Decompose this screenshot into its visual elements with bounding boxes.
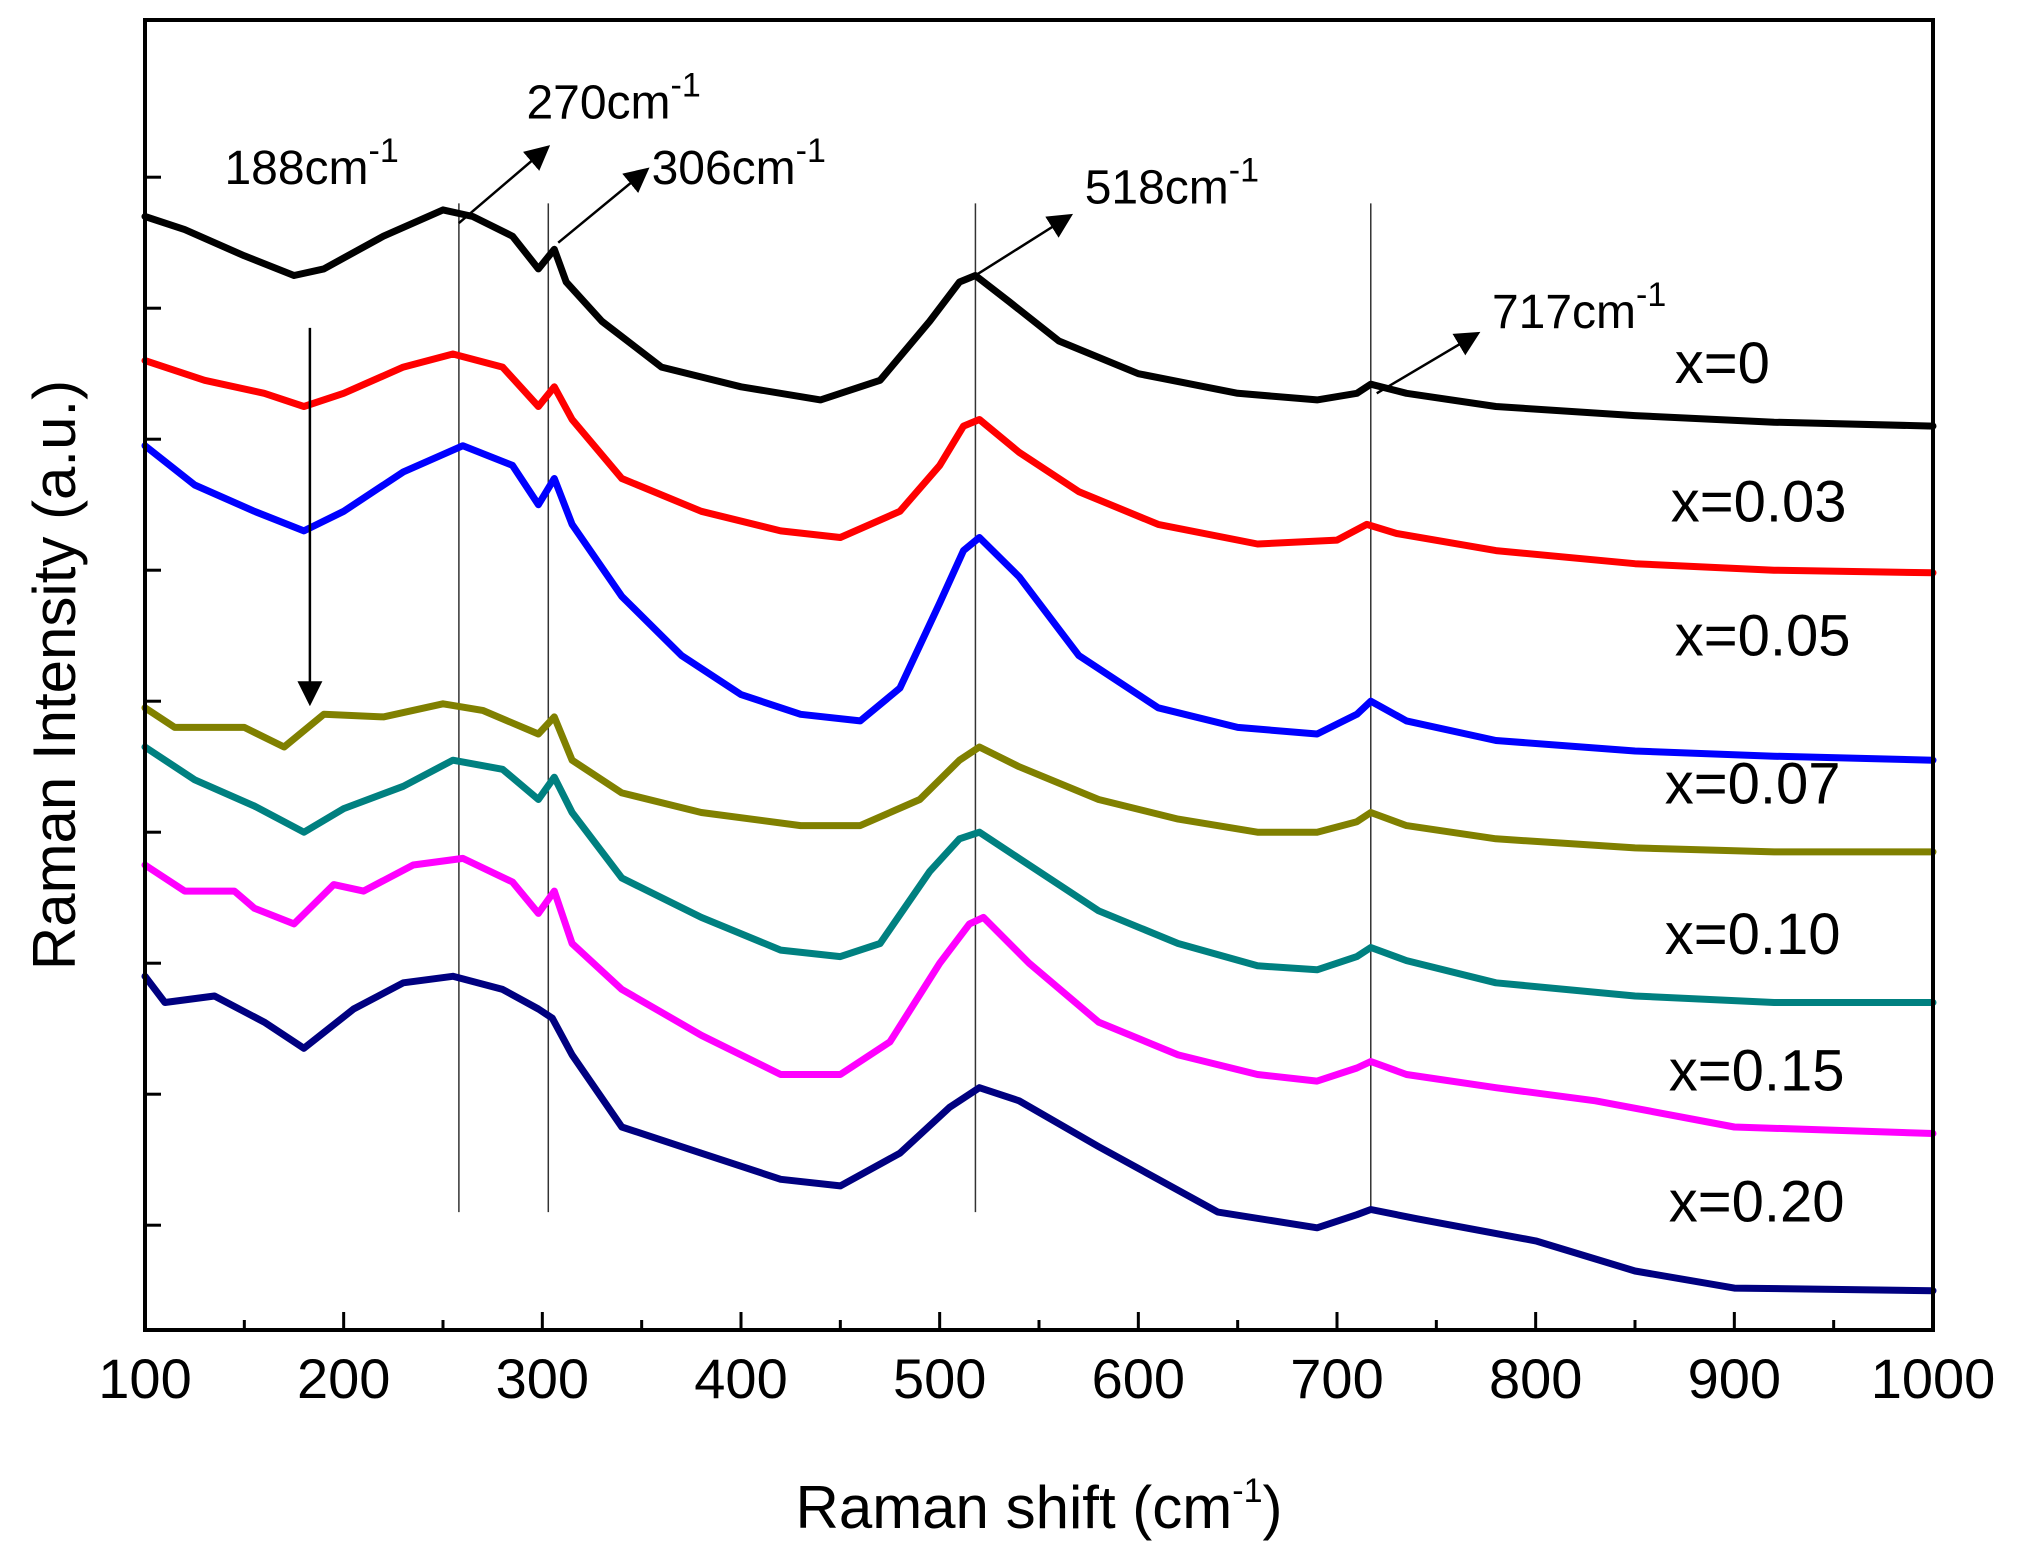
- series-line-x-0-10: [141, 743, 1937, 1006]
- x-axis-ticks: 100 200 300 400 500 600 700 800 900 1000: [98, 1312, 1995, 1410]
- x-tick-label-1000: 1000: [1871, 1347, 1996, 1410]
- x-tick-label-700: 700: [1290, 1347, 1383, 1410]
- peak-arrow-4: [1376, 331, 1481, 395]
- x-tick-label-600: 600: [1092, 1347, 1185, 1410]
- series-line-x-0-07: [141, 700, 1937, 856]
- series-line-x-0-15: [141, 854, 1937, 1137]
- series-line-x-0-05: [141, 442, 1937, 764]
- annotation-arrows: [297, 145, 1481, 707]
- series-line-x-0: [141, 206, 1937, 430]
- peak-arrow-1: [458, 145, 551, 225]
- series-labels: x=0 x=0.03 x=0.05 x=0.07 x=0.10 x=0.15 x=0.20: [1665, 331, 1851, 1234]
- x-tick-label-200: 200: [297, 1347, 390, 1410]
- y-axis-title: Raman Intensity (a.u.): [21, 380, 88, 970]
- annotation-717cm: 717cm-1: [1492, 276, 1666, 339]
- x-tick-label-800: 800: [1489, 1347, 1582, 1410]
- annotation-188cm: 188cm-1: [224, 132, 398, 195]
- peak-arrow-3: [974, 213, 1074, 277]
- series-label-x-0-05: x=0.05: [1675, 603, 1851, 668]
- x-tick-label-900: 900: [1688, 1347, 1781, 1410]
- series-label-x-0-15: x=0.15: [1669, 1038, 1845, 1103]
- peak-guide-lines: [458, 203, 1372, 1213]
- annotation-270cm: 270cm-1: [526, 66, 700, 129]
- peak-arrow-2: [557, 167, 650, 244]
- series-label-x-0: x=0: [1675, 331, 1770, 396]
- x-tick-label-300: 300: [496, 1347, 589, 1410]
- x-tick-label-100: 100: [98, 1347, 191, 1410]
- annotation-306cm: 306cm-1: [652, 132, 826, 195]
- x-tick-label-500: 500: [893, 1347, 986, 1410]
- series-label-x-0-07: x=0.07: [1665, 751, 1841, 816]
- annotation-518cm: 518cm-1: [1085, 151, 1259, 214]
- series-label-x-0-10: x=0.10: [1665, 902, 1841, 967]
- plot-frame: [143, 18, 1935, 1332]
- series-line-x-0-03: [141, 350, 1937, 577]
- x-tick-label-400: 400: [694, 1347, 787, 1410]
- y-axis-ticks: [145, 175, 161, 1227]
- x-axis-title: Raman shift (cm-1): [796, 1472, 1283, 1541]
- series-label-x-0-20: x=0.20: [1669, 1169, 1845, 1234]
- series-label-x-0-03: x=0.03: [1671, 470, 1847, 535]
- series-line-x-0-20: [141, 972, 1937, 1295]
- series-layer: [141, 206, 1937, 1295]
